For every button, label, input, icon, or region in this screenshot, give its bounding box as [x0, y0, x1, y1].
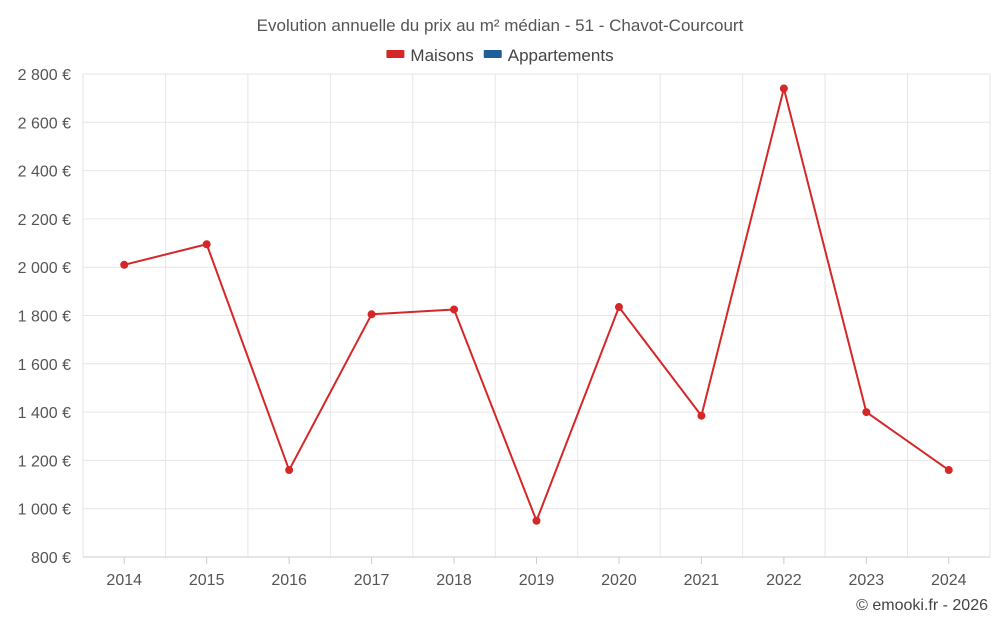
data-point[interactable]: [532, 516, 541, 525]
legend-item-maisons[interactable]: Maisons: [386, 46, 474, 65]
x-tick-label: 2022: [766, 572, 802, 589]
x-tick-label: 2015: [189, 572, 225, 589]
legend-swatch: [483, 50, 502, 58]
y-tick-label: 2 000 €: [18, 260, 71, 277]
x-tick-label: 2019: [519, 572, 555, 589]
legend: Maisons Appartements: [386, 46, 614, 65]
x-tick-label: 2016: [271, 572, 307, 589]
y-tick-label: 1 200 €: [18, 453, 71, 470]
x-axis: 2014 2015 2016 2017 2018 2019 2020 2021 2022 2023…: [83, 556, 990, 589]
chart-title: Evolution annuelle du prix au m² médian …: [257, 16, 744, 35]
data-point[interactable]: [202, 240, 211, 249]
y-tick-label: 1 000 €: [18, 502, 71, 519]
x-tick-label: 2018: [436, 572, 472, 589]
data-point[interactable]: [862, 408, 871, 417]
data-point[interactable]: [367, 310, 376, 319]
data-point[interactable]: [285, 466, 294, 475]
legend-label: Maisons: [410, 46, 473, 65]
y-tick-label: 2 200 €: [18, 212, 71, 229]
y-axis: 800 € 1 000 € 1 200 € 1 400 € 1 600 € 1 800 €…: [18, 67, 71, 567]
grid: [82, 73, 991, 558]
x-tick-label: 2020: [601, 572, 637, 589]
data-point[interactable]: [697, 411, 706, 420]
data-point[interactable]: [614, 303, 623, 312]
series-layer: [120, 84, 953, 525]
y-tick-label: 1 800 €: [18, 309, 71, 326]
data-point[interactable]: [779, 84, 788, 93]
data-point[interactable]: [944, 466, 953, 475]
data-point[interactable]: [450, 305, 459, 314]
x-tick-label: 2021: [684, 572, 720, 589]
y-tick-label: 2 400 €: [18, 164, 71, 181]
credit-text: © emooki.fr - 2026: [856, 597, 988, 614]
y-tick-label: 2 600 €: [18, 115, 71, 132]
y-tick-label: 1 600 €: [18, 357, 71, 374]
x-tick-label: 2024: [931, 572, 967, 589]
y-tick-label: 2 800 €: [18, 67, 71, 84]
data-point[interactable]: [120, 260, 129, 269]
y-tick-label: 800 €: [31, 550, 71, 567]
x-tick-label: 2014: [106, 572, 142, 589]
x-tick-label: 2017: [354, 572, 390, 589]
legend-swatch: [386, 50, 405, 58]
legend-label: Appartements: [508, 46, 614, 65]
x-tick-label: 2023: [849, 572, 885, 589]
legend-item-appartements[interactable]: Appartements: [483, 46, 614, 65]
y-tick-label: 1 400 €: [18, 405, 71, 422]
